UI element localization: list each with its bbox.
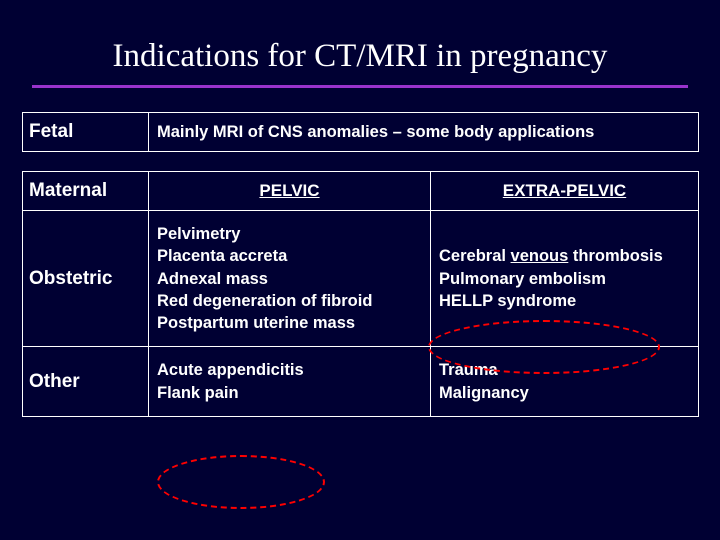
row-label-fetal: Fetal <box>23 113 149 152</box>
row-other: Other Acute appendicitisFlank pain Traum… <box>23 347 699 417</box>
obstetric-extra-pelvic: Cerebral venous thrombosisPulmonary embo… <box>431 211 699 347</box>
col-header-pelvic: PELVIC <box>149 172 431 211</box>
fetal-description: Mainly MRI of CNS anomalies – some body … <box>149 113 699 152</box>
row-obstetric: Obstetric PelvimetryPlacenta accretaAdne… <box>23 211 699 347</box>
highlight-oval-2 <box>157 455 325 509</box>
other-extra-pelvic: TraumaMalignancy <box>431 347 699 417</box>
row-label-maternal: Maternal <box>23 172 149 211</box>
row-label-obstetric: Obstetric <box>23 211 149 347</box>
indications-table: Fetal Mainly MRI of CNS anomalies – some… <box>22 112 699 417</box>
other-pelvic: Acute appendicitisFlank pain <box>149 347 431 417</box>
gap-row <box>23 152 699 172</box>
slide-title: Indications for CT/MRI in pregnancy <box>0 0 720 85</box>
row-maternal-headers: Maternal PELVIC EXTRA-PELVIC <box>23 172 699 211</box>
col-header-extra-pelvic: EXTRA-PELVIC <box>431 172 699 211</box>
title-underline <box>32 85 688 88</box>
obstetric-pelvic: PelvimetryPlacenta accretaAdnexal massRe… <box>149 211 431 347</box>
row-label-other: Other <box>23 347 149 417</box>
row-fetal: Fetal Mainly MRI of CNS anomalies – some… <box>23 113 699 152</box>
